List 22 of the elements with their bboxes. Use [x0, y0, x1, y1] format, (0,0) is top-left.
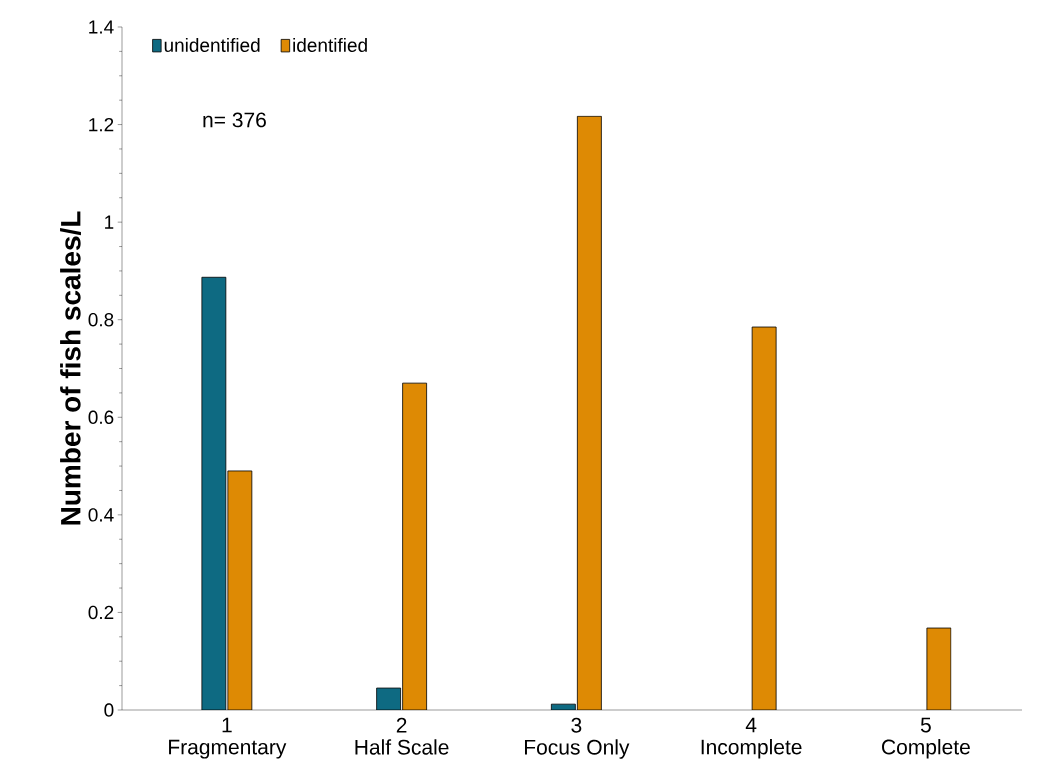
x-tick-label: 2 Half Scale [355, 717, 449, 755]
bar [201, 276, 227, 710]
y-tick-label: 0.2 [88, 605, 114, 620]
y-tick-label: 1.2 [89, 117, 114, 132]
bar [227, 470, 253, 710]
y-tick-label: 1 [105, 215, 114, 229]
legend-label: identified [293, 38, 367, 52]
x-tick-label: 5 Complete [882, 717, 970, 759]
bar [751, 326, 777, 710]
y-tick-label: 0.6 [88, 410, 114, 425]
x-tick-label: 1 Fragmentary [169, 717, 287, 759]
y-axis-title: Number of fish scales/L [60, 211, 81, 525]
bar [402, 382, 428, 710]
x-tick-label: 3 Focus Only [525, 717, 630, 759]
annotation: n= 376 [203, 112, 266, 128]
bar [576, 115, 602, 710]
x-tick-label: 4 Incomplete [701, 717, 802, 759]
y-tick-label: 0 [104, 703, 114, 717]
y-tick-label: 0.8 [88, 312, 114, 327]
legend-label: unidentified [164, 38, 260, 52]
y-tick-label: 0.4 [88, 508, 114, 522]
y-tick-label: 1.4 [89, 20, 114, 34]
